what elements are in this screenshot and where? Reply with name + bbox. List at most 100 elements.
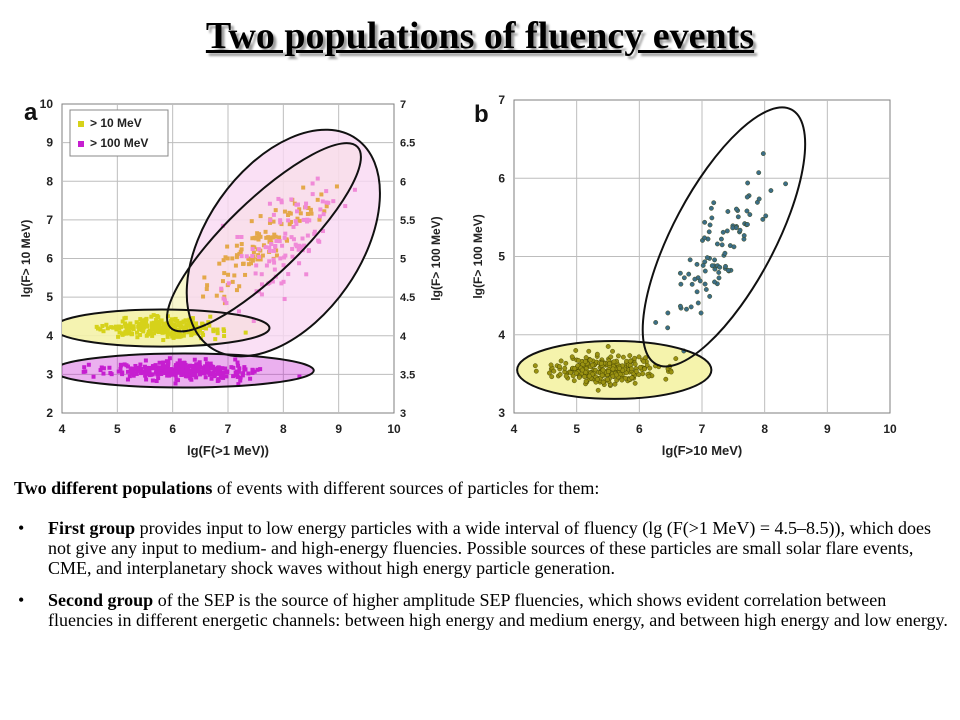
data-point [214,368,219,373]
data-point [716,275,722,281]
data-point [250,368,255,373]
data-point [162,327,167,332]
data-point [289,197,294,202]
data-point [702,281,708,287]
data-point [719,242,725,248]
data-point [677,270,683,276]
data-point [587,357,593,363]
data-point [231,365,236,370]
data-point [686,271,692,277]
data-point [191,322,196,327]
bullet-dot: • [18,590,25,610]
data-point [118,363,123,368]
data-point [250,247,255,252]
data-point [576,374,582,380]
data-point [120,319,125,324]
intro-paragraph: Two different populations of events with… [14,478,954,498]
data-point [306,248,311,253]
data-point [236,363,241,368]
data-point [217,365,222,370]
data-point [208,314,213,319]
data-point [583,378,589,384]
cluster-ellipse-outline [62,308,271,348]
data-point [256,237,261,242]
data-point [283,231,288,236]
bullet-list: • First group provides input to low ener… [14,518,954,630]
data-point [285,238,290,243]
data-point [278,220,283,225]
data-point [731,244,737,250]
data-point [600,379,606,385]
data-point [149,314,154,319]
data-point [627,353,633,358]
data-point [745,222,750,227]
data-point [184,365,189,370]
data-point [139,366,144,371]
data-point [124,363,129,368]
data-point [276,196,281,201]
data-point [229,365,234,370]
data-point [616,353,621,359]
data-point [298,244,303,249]
data-point [165,334,170,339]
data-point [194,375,199,380]
data-point [678,281,684,287]
data-point [116,369,121,374]
data-point [296,247,301,252]
data-point [127,374,132,379]
data-point [636,372,642,378]
data-point [267,220,272,225]
data-point [138,317,143,322]
data-point [783,181,788,187]
data-point [768,188,774,193]
data-point [283,253,288,258]
data-point [599,372,605,378]
data-point [271,212,276,217]
data-point [267,239,272,244]
data-point [273,208,278,213]
data-point [235,360,240,365]
data-point [190,330,195,335]
data-point [98,368,103,373]
data-point [254,289,259,294]
data-point [557,364,562,369]
data-point [86,362,91,367]
data-point [277,239,282,244]
data-point [104,322,109,327]
data-point [233,357,238,362]
data-point [241,371,246,376]
data-point [224,374,229,379]
intro-bold: Two different populations [14,478,213,498]
data-point [637,365,643,370]
data-point [137,327,142,332]
data-point [198,370,203,375]
data-point [290,246,295,251]
data-point [616,365,622,371]
scatter-chart-a: 4 5 6 7 8 9 10 2 3 4 5 6 7 8 9 10 3 3.5 4 4.5 5 5.5 6 6.5 7 lg(F>… [0,86,470,466]
panel-label: a [24,99,38,126]
data-point [246,371,251,376]
data-point [142,364,147,369]
data-point [173,367,178,372]
data-point [572,366,578,371]
x-tick-label: 7 [699,422,706,436]
data-point [730,225,736,231]
data-point [141,369,146,374]
data-point [309,211,314,216]
data-point [101,371,106,376]
data-point [744,194,750,200]
data-point [200,325,205,330]
data-point [269,235,274,240]
data-point [207,323,212,328]
data-point [161,338,166,343]
data-point [214,293,219,298]
data-point [282,235,287,240]
x-tick-label: 8 [280,422,287,436]
data-point [614,372,619,378]
data-point [239,242,244,247]
y2-tick-label: 7 [400,99,406,111]
data-point [253,271,258,276]
intro-rest: of events with different sources of part… [212,478,600,498]
data-point [255,367,260,372]
data-point [702,268,708,274]
